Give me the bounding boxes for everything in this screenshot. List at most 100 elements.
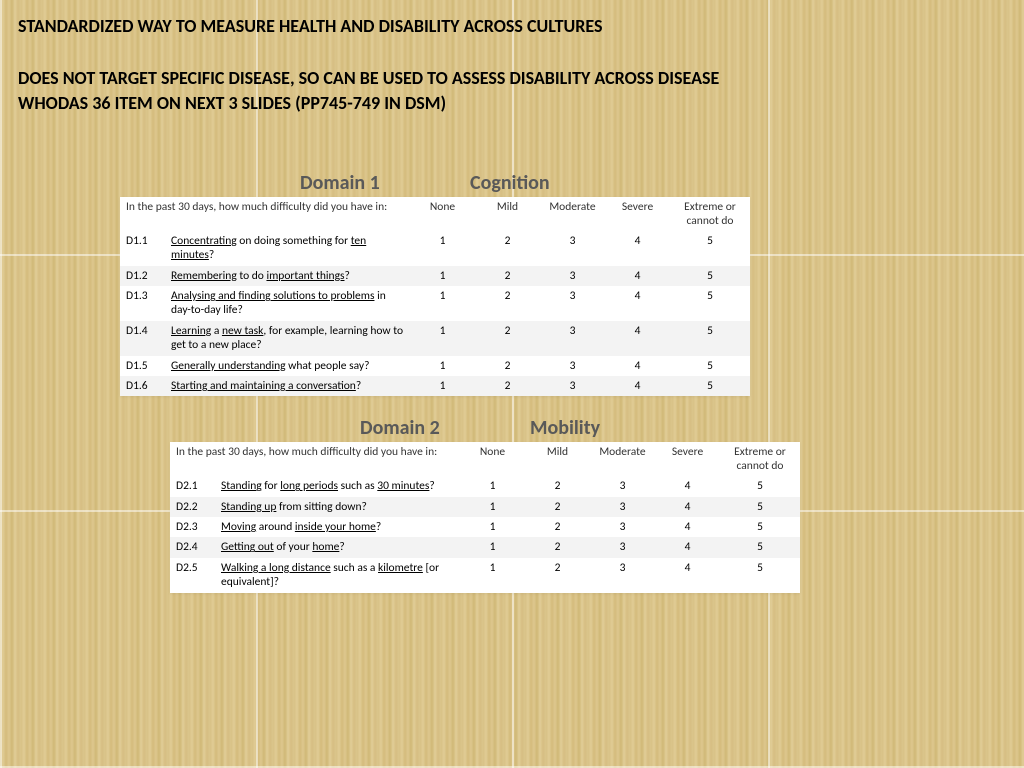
item-code: D1.4	[120, 321, 165, 356]
scale-value: 2	[525, 558, 590, 593]
scale-value: 2	[525, 497, 590, 517]
slide-heading: STANDARDIZED WAY TO MEASURE HEALTH AND D…	[0, 0, 1024, 115]
scale-value: 3	[540, 231, 605, 266]
scale-value: 2	[475, 266, 540, 286]
table-row: D1.6Starting and maintaining a conversat…	[120, 376, 750, 396]
item-code: D1.5	[120, 356, 165, 376]
domain-name: Cognition	[470, 171, 550, 195]
scale-value: 1	[460, 537, 525, 557]
table-row: D2.5Walking a long distance such as a ki…	[170, 558, 800, 593]
item-desc: Concentrating on doing something for ten…	[165, 231, 410, 266]
heading-line-3: WHODAS 36 ITEM ON NEXT 3 SLIDES (PP745-7…	[18, 91, 1006, 115]
item-code: D1.2	[120, 266, 165, 286]
scale-value: 4	[605, 231, 670, 266]
table-row: D1.5Generally understanding what people …	[120, 356, 750, 376]
domain-name: Mobility	[530, 416, 600, 440]
scale-value: 3	[590, 497, 655, 517]
item-desc: Standing for long periods such as 30 min…	[215, 476, 460, 496]
col-header: Mild	[475, 197, 540, 231]
table-row: D2.2Standing up from sitting down?12345	[170, 497, 800, 517]
table-row: D2.3Moving around inside your home?12345	[170, 517, 800, 537]
scale-value: 5	[720, 517, 800, 537]
item-code: D2.5	[170, 558, 215, 593]
item-desc: Getting out of your home?	[215, 537, 460, 557]
scale-value: 1	[460, 497, 525, 517]
scale-value: 5	[670, 376, 750, 396]
item-desc: Walking a long distance such as a kilome…	[215, 558, 460, 593]
scale-value: 3	[590, 558, 655, 593]
col-header: Extreme or cannot do	[670, 197, 750, 231]
item-code: D2.4	[170, 537, 215, 557]
domain-number: Domain 1	[300, 171, 470, 195]
scale-value: 5	[720, 537, 800, 557]
item-code: D2.2	[170, 497, 215, 517]
heading-line-1: STANDARDIZED WAY TO MEASURE HEALTH AND D…	[18, 14, 1006, 38]
scale-value: 3	[540, 376, 605, 396]
table-row: D1.3Analysing and finding solutions to p…	[120, 286, 750, 321]
domain-header: Domain 2Mobility	[360, 416, 1024, 440]
col-prompt: In the past 30 days, how much difficulty…	[120, 197, 410, 231]
scale-value: 4	[605, 356, 670, 376]
scale-value: 5	[670, 266, 750, 286]
scale-value: 5	[720, 558, 800, 593]
col-header: Severe	[605, 197, 670, 231]
scale-value: 1	[410, 231, 475, 266]
scale-value: 1	[410, 321, 475, 356]
table-row: D1.4Learning a new task, for example, le…	[120, 321, 750, 356]
scale-value: 4	[655, 476, 720, 496]
item-code: D1.6	[120, 376, 165, 396]
scale-value: 2	[525, 476, 590, 496]
item-desc: Standing up from sitting down?	[215, 497, 460, 517]
scale-value: 5	[670, 321, 750, 356]
scale-value: 4	[605, 321, 670, 356]
scale-value: 2	[475, 231, 540, 266]
scale-value: 3	[540, 356, 605, 376]
table-row: D2.1Standing for long periods such as 30…	[170, 476, 800, 496]
whodas-table: In the past 30 days, how much difficulty…	[170, 442, 800, 592]
scale-value: 5	[670, 286, 750, 321]
scale-value: 2	[525, 517, 590, 537]
scale-value: 5	[720, 476, 800, 496]
whodas-table: In the past 30 days, how much difficulty…	[120, 197, 750, 396]
scale-value: 1	[410, 356, 475, 376]
scale-value: 3	[540, 286, 605, 321]
item-code: D1.3	[120, 286, 165, 321]
scale-value: 4	[655, 517, 720, 537]
col-header: None	[460, 442, 525, 476]
col-header: Moderate	[540, 197, 605, 231]
heading-line-2: DOES NOT TARGET SPECIFIC DISEASE, SO CAN…	[18, 66, 1006, 90]
scale-value: 3	[540, 266, 605, 286]
scale-value: 4	[655, 537, 720, 557]
item-desc: Analysing and finding solutions to probl…	[165, 286, 410, 321]
col-header: Extreme or cannot do	[720, 442, 800, 476]
scale-value: 4	[605, 376, 670, 396]
item-desc: Learning a new task, for example, learni…	[165, 321, 410, 356]
col-header: Mild	[525, 442, 590, 476]
scale-value: 5	[670, 231, 750, 266]
scale-value: 4	[605, 286, 670, 321]
scale-value: 1	[410, 376, 475, 396]
scale-value: 4	[605, 266, 670, 286]
scale-value: 1	[460, 558, 525, 593]
scale-value: 4	[655, 497, 720, 517]
scale-value: 5	[670, 356, 750, 376]
item-desc: Generally understanding what people say?	[165, 356, 410, 376]
table-row: D1.2Remembering to do important things?1…	[120, 266, 750, 286]
col-header: Severe	[655, 442, 720, 476]
item-desc: Starting and maintaining a conversation?	[165, 376, 410, 396]
item-code: D2.1	[170, 476, 215, 496]
item-desc: Moving around inside your home?	[215, 517, 460, 537]
col-header: Moderate	[590, 442, 655, 476]
scale-value: 3	[590, 537, 655, 557]
scale-value: 2	[475, 286, 540, 321]
item-desc: Remembering to do important things?	[165, 266, 410, 286]
scale-value: 2	[525, 537, 590, 557]
scale-value: 3	[590, 476, 655, 496]
table-row: D1.1Concentrating on doing something for…	[120, 231, 750, 266]
scale-value: 4	[655, 558, 720, 593]
scale-value: 2	[475, 321, 540, 356]
domain-header: Domain 1Cognition	[300, 171, 1024, 195]
scale-value: 1	[460, 517, 525, 537]
col-header: None	[410, 197, 475, 231]
domain-number: Domain 2	[360, 416, 530, 440]
